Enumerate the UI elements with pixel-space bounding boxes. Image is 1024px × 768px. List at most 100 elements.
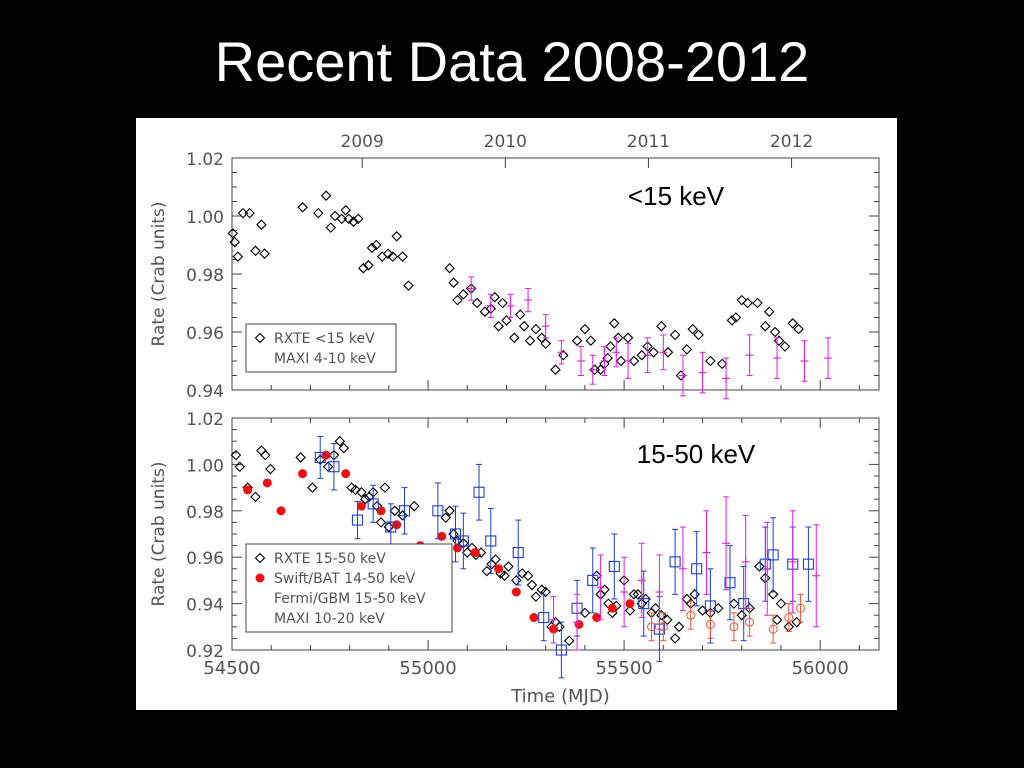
data-point [656, 320, 667, 332]
data-point [530, 323, 542, 335]
y-tick-label: 0.98 [186, 503, 224, 523]
panel-annotation: 15-50 keV [637, 439, 756, 469]
data-point [716, 358, 728, 370]
data-point [591, 570, 602, 582]
data-point [681, 344, 693, 355]
data-point [244, 207, 255, 219]
data-point [647, 622, 657, 632]
y-tick-label: 0.96 [186, 324, 224, 344]
data-point [650, 602, 661, 614]
data-point [325, 222, 337, 233]
x-tick-label: 54500 [203, 658, 260, 679]
data-point [230, 449, 242, 461]
data-point [622, 332, 634, 344]
data-point [448, 277, 459, 288]
data-point [432, 505, 444, 517]
data-point [376, 506, 386, 516]
data-point [382, 248, 394, 259]
data-point [511, 575, 522, 586]
data-point [314, 451, 326, 463]
legend-label: RXTE 15-50 keV [274, 551, 386, 567]
data-point [607, 603, 617, 613]
legend-box [245, 543, 453, 633]
legend-marker [254, 332, 266, 344]
y-tick-label: 0.96 [186, 549, 224, 569]
data-point [554, 621, 565, 633]
data-point [341, 469, 351, 479]
data-point [705, 619, 715, 629]
data-point [587, 574, 599, 586]
data-point [526, 579, 538, 591]
y-tick-label: 0.94 [186, 596, 224, 616]
data-point [493, 320, 504, 332]
data-point [449, 528, 462, 540]
data-point [499, 570, 510, 582]
data-point [599, 584, 610, 595]
data-point [340, 204, 351, 216]
data-point [516, 568, 528, 579]
data-point [636, 349, 648, 361]
data-point [558, 349, 569, 361]
data-point [787, 318, 799, 329]
data-point [571, 335, 583, 346]
data-point [403, 280, 414, 291]
data-point [503, 561, 514, 572]
data-point [232, 251, 244, 262]
legend-label: RXTE <15 keV [274, 331, 375, 347]
data-point [784, 613, 794, 623]
data-point [661, 614, 673, 626]
data-point [256, 219, 267, 230]
data-point [518, 320, 530, 332]
data-point [628, 589, 640, 600]
data-point [574, 619, 584, 629]
y-tick-label: 1.02 [186, 410, 224, 430]
data-point [767, 589, 779, 600]
data-point [391, 231, 402, 242]
data-point [452, 294, 463, 306]
data-point [662, 347, 674, 358]
chart-figure: 0.94 0.96 0.98 1.00 1.02 2009 2010 2011 2012 Rate… [149, 132, 880, 707]
data-point [295, 452, 306, 463]
year-tick-label: 2011 [627, 132, 670, 152]
data-point [648, 347, 659, 358]
data-point [461, 547, 473, 558]
year-tick-label: 2010 [484, 132, 527, 152]
data-point [356, 501, 366, 511]
data-point [250, 245, 261, 257]
data-point [728, 598, 740, 609]
data-point [691, 563, 703, 575]
data-point [745, 617, 755, 627]
data-point [489, 291, 500, 303]
data-point [675, 370, 687, 381]
data-point [334, 435, 346, 447]
y-tick-label: 0.94 [186, 382, 224, 402]
y-axis-label: Rate (Crab units) [149, 202, 169, 347]
data-point [673, 621, 685, 633]
data-point [366, 242, 378, 254]
data-point [669, 556, 681, 568]
data-point [689, 589, 700, 600]
data-point [768, 624, 778, 634]
data-point [736, 609, 748, 621]
data-point [260, 449, 271, 461]
data-point [312, 207, 324, 219]
data-point [779, 341, 791, 352]
data-point [356, 486, 367, 498]
y-tick-label: 0.92 [186, 642, 224, 662]
data-point [763, 306, 775, 317]
data-point [360, 493, 371, 505]
data-point [250, 491, 261, 503]
data-point [485, 535, 497, 547]
data-point [276, 506, 286, 516]
data-point [328, 461, 340, 473]
data-point [409, 500, 420, 512]
x-tick-label: 56000 [792, 658, 849, 679]
data-point [320, 190, 332, 201]
data-point [497, 297, 508, 309]
data-point [358, 262, 369, 274]
data-point [444, 505, 455, 517]
y-tick-label: 1.02 [186, 150, 224, 170]
data-point [329, 210, 341, 222]
data-point [609, 318, 620, 329]
data-point [227, 228, 239, 239]
